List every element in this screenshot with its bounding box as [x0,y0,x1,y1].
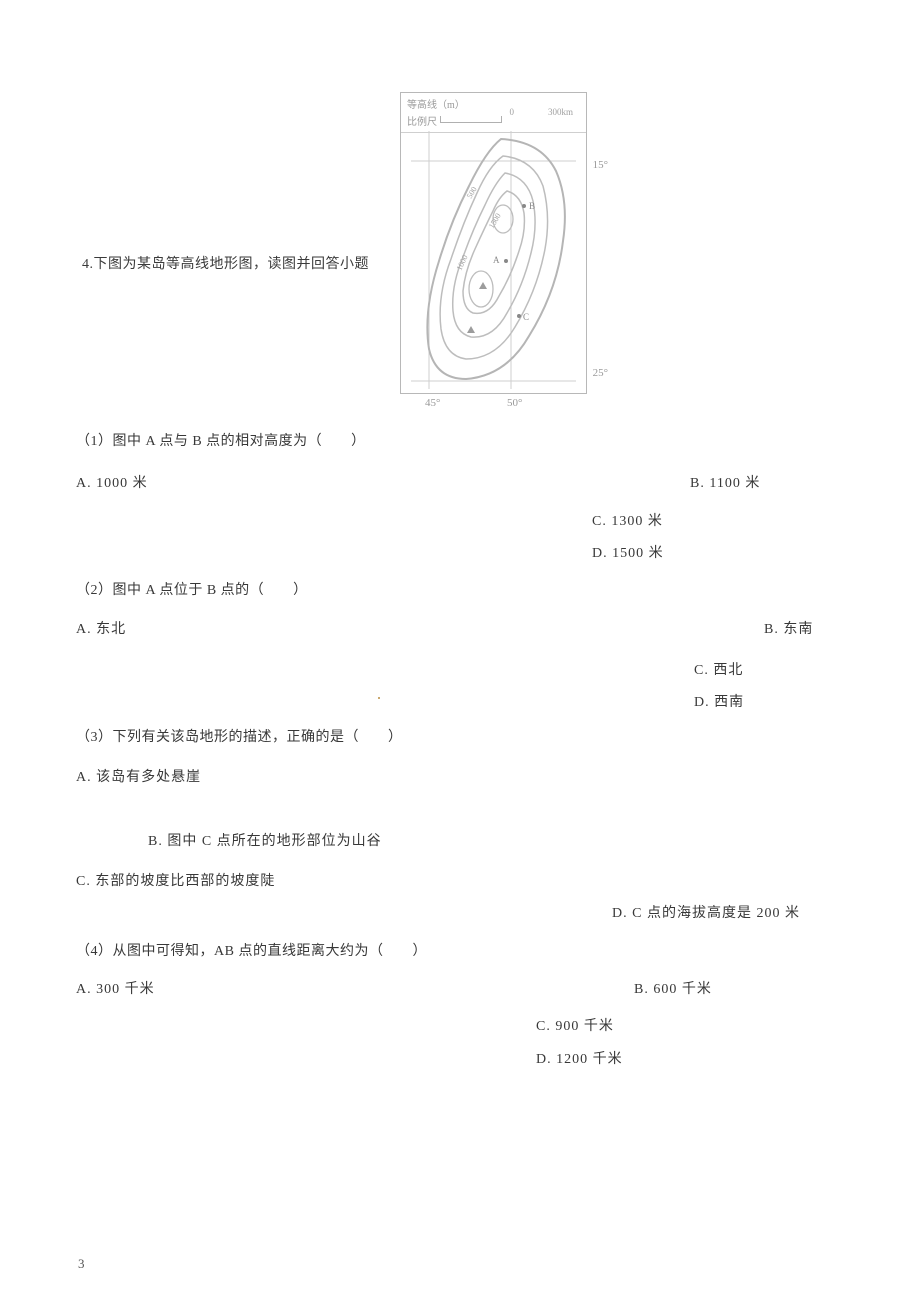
q4-sub2-opt-a: A. 东北 [76,618,126,638]
q4-sub3-opt-c: C. 东部的坡度比西部的坡度陡 [76,870,275,890]
svg-text:A: A [493,255,500,265]
island-svg: B A C 500 1500 1000 [411,131,576,389]
stray-dot [378,697,380,699]
q4-sub1-text: （1）图中 A 点与 B 点的相对高度为（ ） [76,430,366,450]
q4-sub4-opt-c: C. 900 千米 [536,1015,614,1035]
svg-text:1500: 1500 [487,212,503,230]
q4-sub1-opt-d: D. 1500 米 [592,542,664,562]
map-legend: 等高线（m） 比例尺 0 300km [401,93,586,133]
scale-zero: 0 [510,107,515,117]
question-4-stem: 4.下图为某岛等高线地形图，读图并回答小题 [82,253,369,273]
q4-sub1-opt-a: A. 1000 米 [76,472,148,492]
scale-bar-icon [440,116,502,123]
svg-text:500: 500 [465,185,479,200]
legend-title: 等高线（m） [407,96,502,111]
q4-sub1-opt-b: B. 1100 米 [690,472,760,492]
svg-text:C: C [523,312,529,322]
page-container: 4.下图为某岛等高线地形图，读图并回答小题 等高线（m） 比例尺 0 300km… [0,0,920,1302]
scale-max: 300km [548,107,573,117]
q4-sub2-text: （2）图中 A 点位于 B 点的（ ） [76,579,308,599]
q4-sub2-opt-b: B. 东南 [764,618,813,638]
q4-sub3-opt-d: D. C 点的海拔高度是 200 米 [612,902,800,922]
contour-map: 等高线（m） 比例尺 0 300km 15° 25° 45° 50° [400,92,587,394]
scale-label: 比例尺 [407,113,502,128]
lon-50: 50° [507,397,522,409]
svg-text:B: B [529,201,535,211]
lat-15: 15° [593,159,608,171]
q4-sub4-text: （4）从图中可得知，AB 点的直线距离大约为（ ） [76,940,427,960]
q4-sub1-opt-c: C. 1300 米 [592,510,663,530]
scale-text: 比例尺 [407,117,437,128]
q4-sub3-opt-b: B. 图中 C 点所在的地形部位为山谷 [148,830,382,850]
q4-sub4-opt-a: A. 300 千米 [76,978,155,998]
page-number: 3 [78,1256,85,1272]
q4-sub3-opt-a: A. 该岛有多处悬崖 [76,766,201,786]
lat-25: 25° [593,367,608,379]
q4-sub2-opt-c: C. 西北 [694,659,743,679]
lon-45: 45° [425,397,440,409]
q4-sub4-opt-d: D. 1200 千米 [536,1048,623,1068]
q4-sub4-opt-b: B. 600 千米 [634,978,712,998]
q4-sub3-text: （3）下列有关该岛地形的描述，正确的是（ ） [76,726,403,746]
q4-sub2-opt-d: D. 西南 [694,691,744,711]
